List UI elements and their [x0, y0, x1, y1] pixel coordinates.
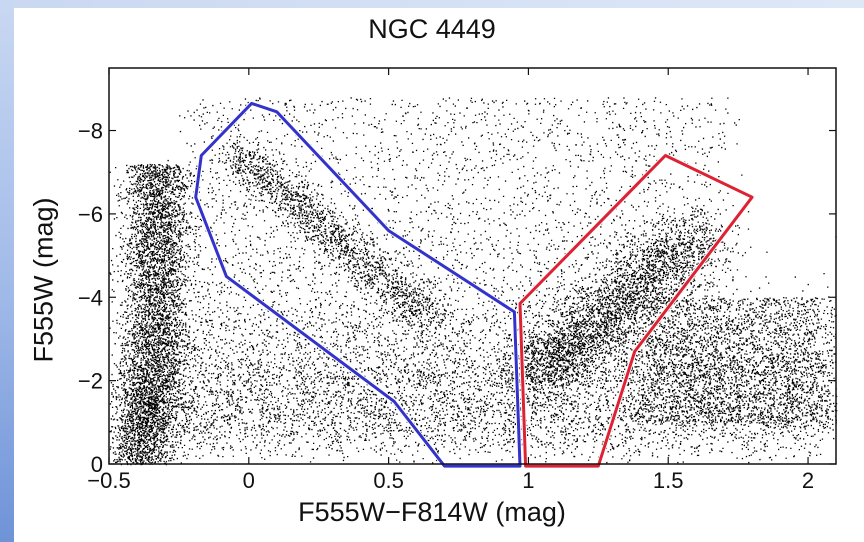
y-tick-label: −8 [78, 119, 103, 144]
plot-frame [108, 67, 837, 465]
selection-polygon-2 [518, 154, 754, 468]
y-tick-label: −4 [78, 285, 103, 310]
slide-left-decoration [0, 0, 14, 542]
x-tick-label: 1.5 [653, 468, 684, 493]
star-point-cloud [109, 97, 838, 466]
y-tick-label: 0 [91, 452, 103, 477]
x-tick-label: 0.5 [373, 468, 404, 493]
slide-top-decoration [0, 0, 864, 8]
selection-polygon-1 [194, 101, 522, 468]
x-tick-label: 0 [243, 468, 255, 493]
selection-polygon-halo-2 [517, 153, 755, 469]
x-axis-label: F555W−F814W (mag) [298, 497, 566, 527]
selection-polygons [193, 100, 755, 469]
y-tick-label: −2 [78, 369, 103, 394]
x-tick-label: −0.5 [87, 468, 130, 493]
chart-title: NGC 4449 [368, 14, 496, 44]
axis-ticks: −0.5 0 0.5 1 1.5 20−2−4−6−8 [78, 68, 836, 493]
stellar-points [109, 97, 838, 466]
x-tick-label: 2 [802, 468, 814, 493]
x-tick-label: 1 [522, 468, 534, 493]
y-tick-label: −6 [78, 202, 103, 227]
